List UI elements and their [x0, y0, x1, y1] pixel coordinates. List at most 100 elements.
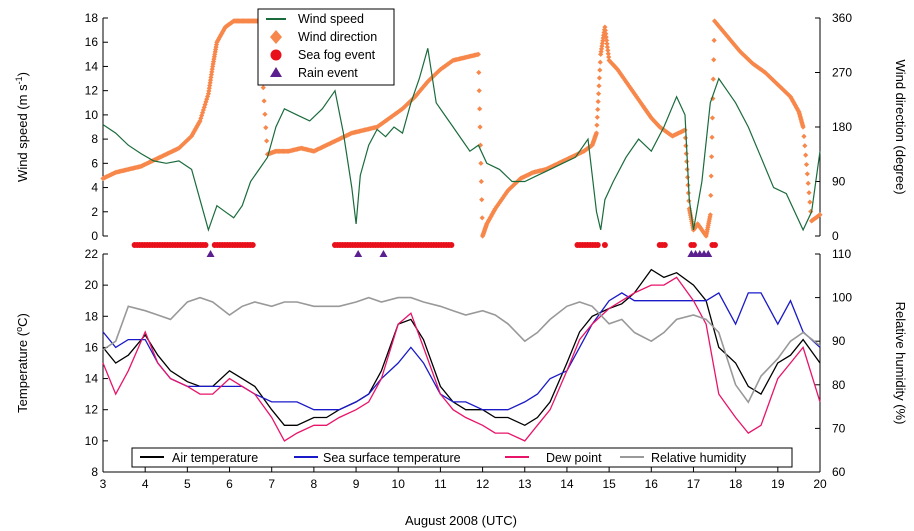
x-tick-label: 9: [353, 477, 360, 491]
x-tick-label: 5: [184, 477, 191, 491]
wind-direction-point: [416, 89, 422, 95]
event-markers: [131, 242, 718, 257]
wind-direction-point: [803, 152, 809, 158]
x-tick-label: 14: [560, 477, 574, 491]
bottom-right-axis-label: Relative humidity (%): [893, 302, 908, 425]
wind-direction-point: [802, 143, 808, 149]
wind-direction-point: [801, 133, 807, 139]
x-axis-label: August 2008 (UTC): [405, 513, 517, 528]
wind-direction-point: [593, 130, 600, 136]
wind-direction-point: [210, 61, 216, 67]
wind-direction-point: [623, 79, 630, 85]
x-ticks: 3 4 5 6 7 8 9 10 11 12 13 14 15 16 17 18 19 20: [100, 467, 827, 491]
wind-direction-point: [496, 200, 502, 206]
bottom-left-axis-label-main: Temperature (: [15, 331, 30, 413]
wind-direction-point: [597, 67, 603, 73]
top-right-tick-label: 360: [832, 11, 852, 25]
bottom-left-tick-label: 12: [85, 403, 99, 417]
top-legend: Wind speed Wind direction Sea fog event …: [257, 8, 395, 86]
top-left-tick-label: 4: [91, 181, 98, 195]
top-left-tick-label: 10: [85, 108, 99, 122]
bottom-legend-box: [131, 447, 793, 468]
x-tick-label: 6: [226, 477, 233, 491]
bottom-left-axis-label-tail: C): [15, 313, 30, 327]
x-tick-label: 15: [602, 477, 616, 491]
wind-direction-point: [713, 19, 719, 26]
wind-direction-point: [263, 125, 269, 131]
x-tick-label: 16: [645, 477, 659, 491]
x-tick-label: 7: [268, 477, 275, 491]
top-left-tick-label: 16: [85, 35, 99, 49]
x-tick-label: 17: [687, 477, 701, 491]
wind-direction-point: [722, 30, 728, 36]
top-left-tick-label: 14: [85, 59, 99, 73]
x-tick-label: 13: [518, 477, 532, 491]
wind-direction-point: [709, 134, 715, 140]
wind-direction-point: [599, 40, 605, 47]
bottom-left-axis-label-sup: o: [14, 327, 24, 332]
dew-point-line: [102, 276, 821, 442]
wind-direction-point: [734, 45, 740, 51]
top-right-tick-label: 270: [832, 66, 852, 80]
top-right-tick-label: 90: [832, 175, 846, 189]
wind-direction-point: [803, 161, 810, 168]
wind-direction-point: [806, 190, 812, 196]
top-left-ticks: 0 2 4 6 8 10 12 14 16 18: [85, 11, 108, 243]
bottom-left-tick-label: 20: [85, 278, 99, 292]
bottom-left-ticks: 8 10 12 14 16 18 20 22: [85, 247, 108, 479]
wind-direction-point: [477, 106, 483, 112]
bottom-left-tick-label: 8: [91, 465, 98, 479]
top-right-tick-label: 0: [832, 229, 839, 243]
wind-direction-point: [719, 27, 725, 33]
wind-direction-point: [601, 29, 607, 36]
legend-wind-speed-label: Wind speed: [298, 12, 364, 26]
wind-direction-point: [632, 92, 638, 98]
top-left-tick-label: 6: [91, 156, 98, 170]
legend-wind-direction-label: Wind direction: [298, 30, 377, 44]
wind-direction-point: [205, 91, 212, 97]
wind-direction-point: [603, 37, 610, 44]
wind-direction-point: [594, 114, 600, 120]
bottom-left-tick-label: 22: [85, 247, 99, 261]
wind-direction-point: [804, 171, 810, 177]
sea-fog-event-dot: [594, 242, 601, 248]
wind-direction-point: [638, 101, 645, 107]
wind-direction-point: [711, 37, 717, 44]
wind-direction-point: [715, 22, 721, 29]
wind-direction-point: [605, 51, 611, 57]
top-left-axis-label-tail: ): [15, 72, 30, 76]
bottom-right-ticks: 60 70 80 90 100 110: [815, 247, 852, 479]
wind-direction-point: [598, 46, 605, 52]
wind-direction-point: [730, 41, 737, 47]
wind-direction-point: [595, 91, 602, 97]
wind-direction-point: [478, 178, 484, 185]
wind-direction-point: [684, 166, 690, 172]
wind-direction-point: [504, 189, 510, 195]
x-tick-label: 20: [813, 477, 827, 491]
top-right-ticks: 0 90 180 270 360: [815, 11, 852, 243]
legend-sea-fog-label: Sea fog event: [298, 48, 376, 62]
wind-direction-point: [603, 31, 609, 37]
wind-direction-point: [707, 212, 713, 218]
wind-direction-point: [602, 27, 608, 34]
sea-fog-event-dot: [690, 242, 697, 248]
x-tick-label: 12: [476, 477, 490, 491]
top-left-axis-label-sup: -1: [14, 76, 24, 84]
sea-fog-event-dot: [601, 242, 608, 248]
rain-event-triangle: [354, 250, 363, 257]
wind-direction-point: [597, 59, 603, 65]
legend-sea-surface-temperature-label: Sea surface temperature: [323, 451, 461, 465]
wind-direction-point: [708, 173, 714, 179]
wind-direction-point: [418, 86, 425, 92]
sea-surface-temperature-line: [102, 291, 821, 411]
wind-direction-point: [630, 88, 636, 94]
wind-direction-point: [714, 21, 720, 27]
wind-direction-point: [606, 54, 612, 60]
wind-direction-point: [708, 192, 714, 199]
wind-direction-point: [595, 98, 601, 105]
wind-direction-point: [682, 127, 688, 133]
wind-direction-point: [602, 24, 608, 30]
wind-direction-point: [627, 85, 633, 91]
wind-direction-point: [604, 44, 611, 50]
